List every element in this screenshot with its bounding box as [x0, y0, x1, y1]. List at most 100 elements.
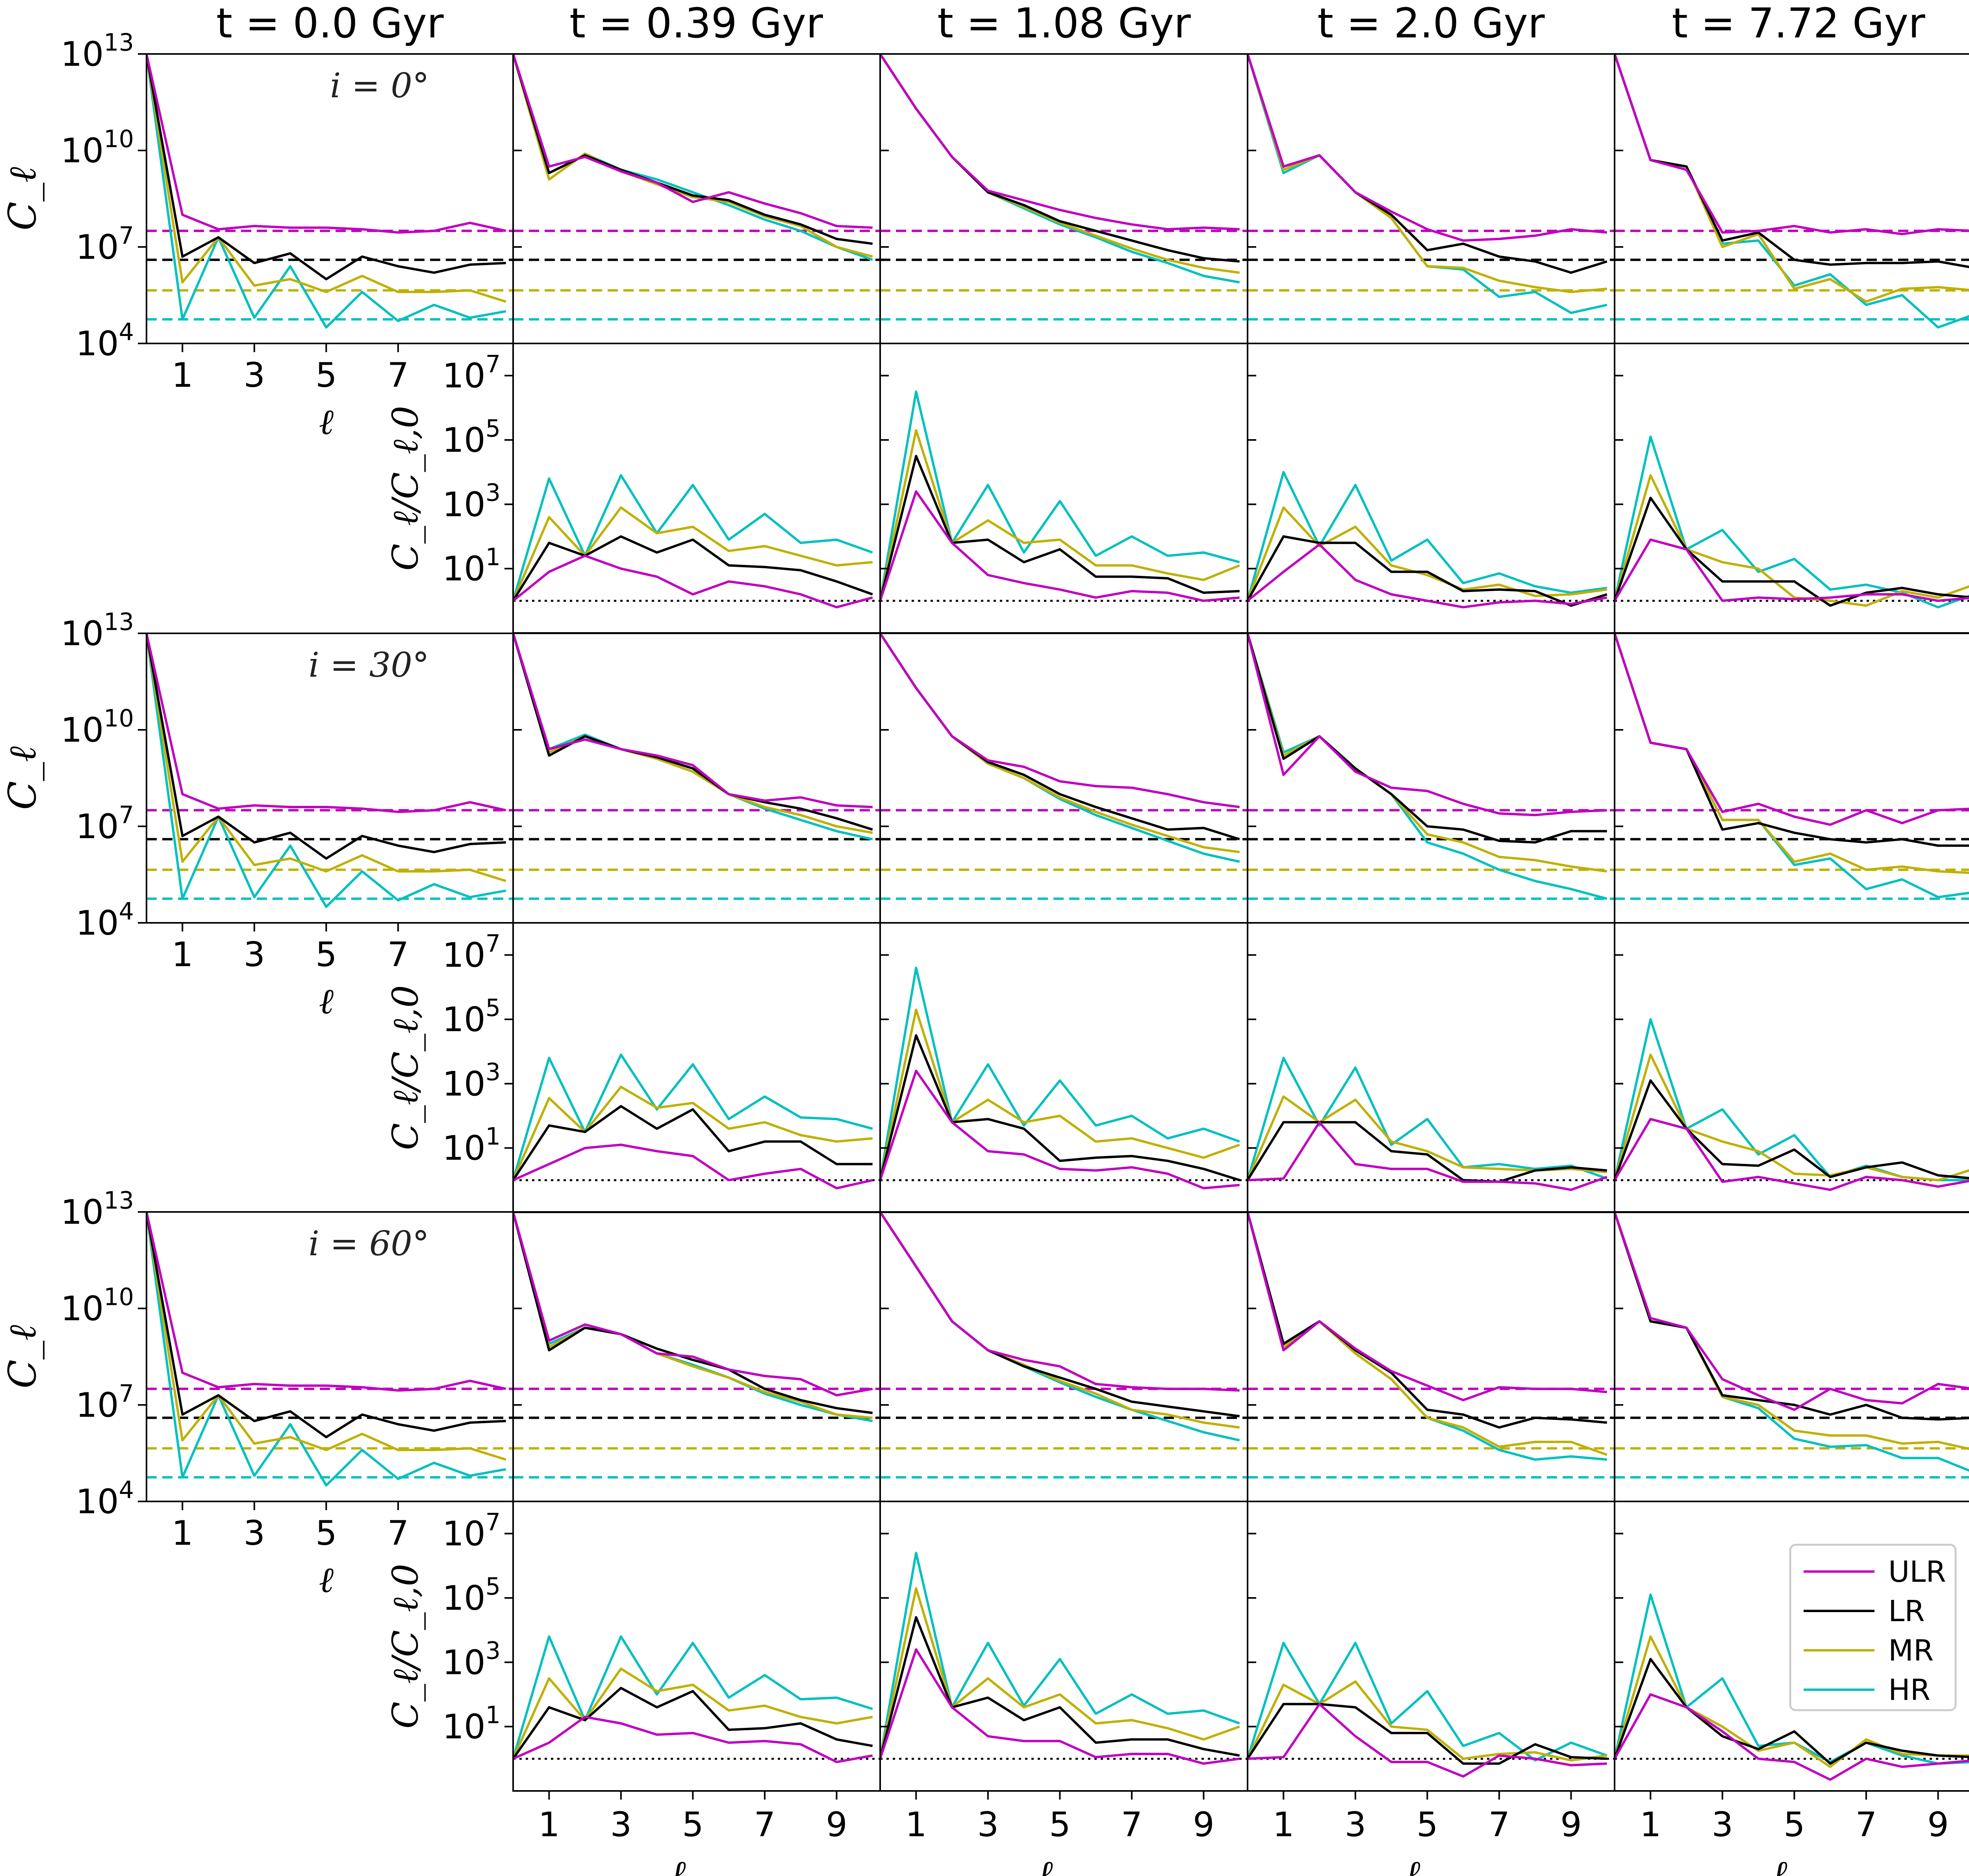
ratio-line-ULR	[513, 1716, 873, 1763]
xtick-label-4: 9	[1927, 1805, 1949, 1844]
panel-cl-r2-c3	[1247, 1211, 1615, 1502]
panel-cl-r2-c4	[1614, 1211, 1969, 1502]
ytick-label-1-exp: 7	[119, 801, 134, 829]
ratio-line-MR	[1615, 1635, 1969, 1768]
panel-ratio-r0-c2	[879, 343, 1248, 634]
ytick-label-0-exp: 4	[119, 318, 134, 346]
x-axis-label: ℓ	[319, 401, 334, 443]
ratio-ytick-label-1-base: 10	[442, 1064, 485, 1104]
ytick-label-0-base: 10	[76, 1482, 119, 1522]
cl-line-MR	[1615, 633, 1969, 874]
cl-line-LR	[513, 54, 873, 245]
ratio-line-ULR	[1248, 1121, 1607, 1191]
ratio-ytick-label-0-exp: 1	[486, 1702, 501, 1729]
xtick-label-3: 7	[387, 935, 409, 974]
ratio-ytick-label-3: 107	[442, 1509, 501, 1554]
ratio-line-ULR	[1248, 543, 1607, 609]
ratio-line-HR	[513, 1053, 873, 1181]
ytick-label-3-exp: 13	[104, 608, 134, 636]
cl-line-MR	[880, 1212, 1240, 1429]
ratio-series	[880, 390, 1240, 602]
ratio-series	[880, 967, 1240, 1189]
column-titles: t = 0.0 Gyr t = 0.39 Gyr t = 1.08 Gyr t …	[216, 0, 1925, 47]
ratio-line-LR	[880, 1034, 1240, 1182]
cl-series	[146, 633, 506, 908]
panel-cl-r1-c2	[879, 633, 1248, 924]
y-axis-label-ratio: C_ℓ/C_ℓ,0	[385, 1564, 426, 1729]
cl-line-MR	[146, 1212, 506, 1461]
cl-line-ULR	[880, 633, 1240, 808]
cl-series	[880, 54, 1240, 284]
ratio-ytick-label-3-base: 10	[442, 1514, 485, 1554]
ytick-label-0-exp: 4	[119, 898, 134, 925]
ratio-series	[513, 474, 873, 609]
ratio-line-LR	[1615, 497, 1969, 607]
cl-line-MR	[146, 54, 506, 303]
y-axis-label-ratio: C_ℓ/C_ℓ,0	[385, 406, 426, 571]
ratio-ytick-label-1: 103	[442, 479, 501, 525]
ratio-line-ULR	[1248, 1703, 1607, 1778]
ytick-label-2: 1010	[61, 125, 134, 171]
xtick-label-2: 5	[315, 1514, 337, 1553]
cl-line-LR	[513, 1212, 873, 1414]
x-axis-label: ℓ	[1038, 1853, 1053, 1876]
panel-cl-r1-c4	[1614, 633, 1969, 924]
column-title-2: t = 1.08 Gyr	[937, 0, 1191, 47]
ratio-ytick-label-0-base: 10	[442, 549, 485, 589]
ytick-label-0: 104	[76, 1476, 134, 1522]
cl-line-ULR	[146, 1212, 506, 1392]
xtick-label-0: 1	[905, 1805, 927, 1844]
ratio-ytick-label-0-exp: 1	[486, 1123, 501, 1150]
ratio-ytick-label-1-base: 10	[442, 485, 485, 524]
panel-frame	[879, 1501, 1248, 1792]
legend: ULR LR MR HR	[1789, 1544, 1957, 1711]
ytick-label-3-base: 10	[61, 614, 104, 653]
ytick-label-1: 107	[76, 801, 134, 846]
cl-line-LR	[1248, 633, 1607, 844]
ratio-line-LR	[513, 1105, 873, 1181]
x-axis-label: ℓ	[319, 981, 334, 1022]
cl-line-ULR	[1615, 54, 1969, 236]
xtick-label-3: 7	[387, 356, 409, 395]
cl-line-ULR	[146, 54, 506, 234]
ytick-label-0: 104	[76, 318, 134, 364]
column-title-3: t = 2.0 Gyr	[1317, 0, 1545, 47]
ratio-line-MR	[1248, 506, 1607, 601]
ytick-label-2-base: 10	[61, 1289, 104, 1329]
cl-line-ULR	[513, 1212, 873, 1397]
ytick-label-3: 1013	[61, 1187, 134, 1232]
cl-series	[513, 633, 873, 841]
noise-levels	[513, 809, 880, 900]
ratio-line-HR	[1248, 1642, 1607, 1762]
cl-line-ULR	[513, 633, 873, 808]
cl-line-ULR	[1248, 633, 1607, 816]
ratio-line-LR	[1615, 1079, 1969, 1181]
ratio-line-LR	[880, 455, 1240, 601]
ytick-label-1-base: 10	[76, 1386, 119, 1425]
ratio-line-ULR	[880, 1648, 1240, 1765]
xtick-label-0: 1	[172, 935, 193, 974]
cl-line-HR	[1248, 54, 1607, 314]
ytick-label-3: 1013	[61, 29, 134, 74]
cl-line-HR	[880, 1212, 1240, 1442]
ratio-line-LR	[1248, 1703, 1607, 1765]
xtick-label-0: 1	[172, 1514, 193, 1553]
x-axis-label: ℓ	[1772, 1853, 1787, 1876]
xtick-label-0: 1	[538, 1805, 560, 1844]
ratio-ytick-label-3-base: 10	[442, 356, 485, 396]
xtick-label-1: 3	[1344, 1805, 1366, 1844]
ratio-ytick-label-3: 107	[442, 930, 501, 975]
cl-line-HR	[146, 54, 506, 329]
panel-cl-r2-c1	[512, 1211, 881, 1502]
ratio-line-HR	[880, 1551, 1240, 1759]
cl-line-MR	[1615, 54, 1969, 303]
xtick-label-3: 7	[1856, 1805, 1877, 1844]
cl-line-LR	[146, 633, 506, 860]
xtick-label-2: 5	[1416, 1805, 1438, 1844]
cl-line-ULR	[1248, 54, 1607, 242]
cl-line-MR	[1615, 1212, 1969, 1450]
cl-line-LR	[1615, 54, 1969, 268]
panel-ratio-r0-c3	[1247, 343, 1615, 634]
legend-frame	[1789, 1544, 1957, 1711]
